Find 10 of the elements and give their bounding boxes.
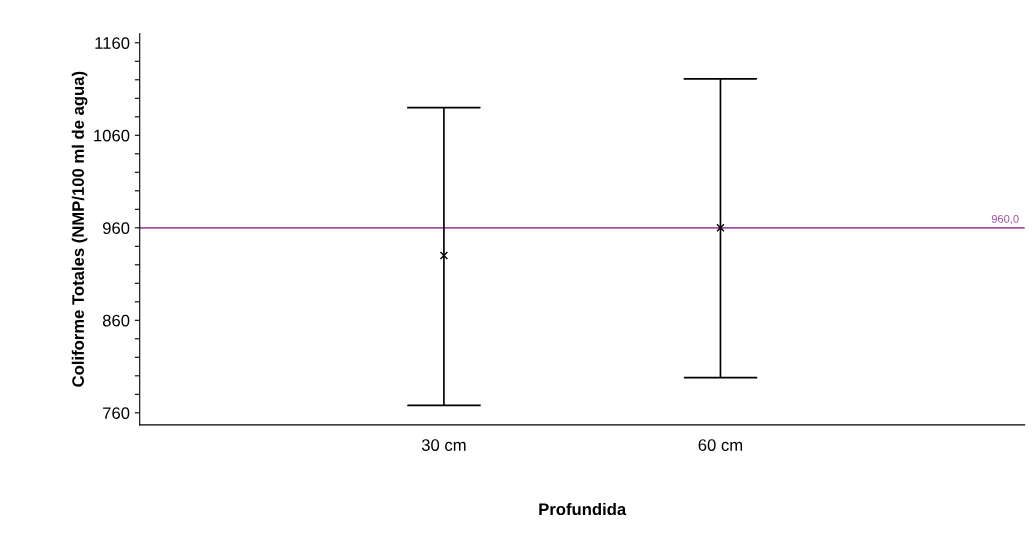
x-axis-title: Profundida	[539, 502, 627, 516]
y-tick-label: 960	[102, 222, 130, 235]
ref-line-label: 960,0	[991, 214, 1019, 225]
y-axis-title: Coliforme Totales (NMP/100 ml de agua)	[71, 71, 88, 387]
y-tick-label: 760	[103, 407, 130, 420]
x-tick-label: 30 cm	[421, 439, 466, 451]
y-tick-label: 1160	[95, 37, 130, 49]
x-tick-label: 60 cm	[698, 439, 743, 451]
y-tick-label: 1060	[94, 129, 130, 142]
y-tick-label: 860	[102, 314, 130, 327]
